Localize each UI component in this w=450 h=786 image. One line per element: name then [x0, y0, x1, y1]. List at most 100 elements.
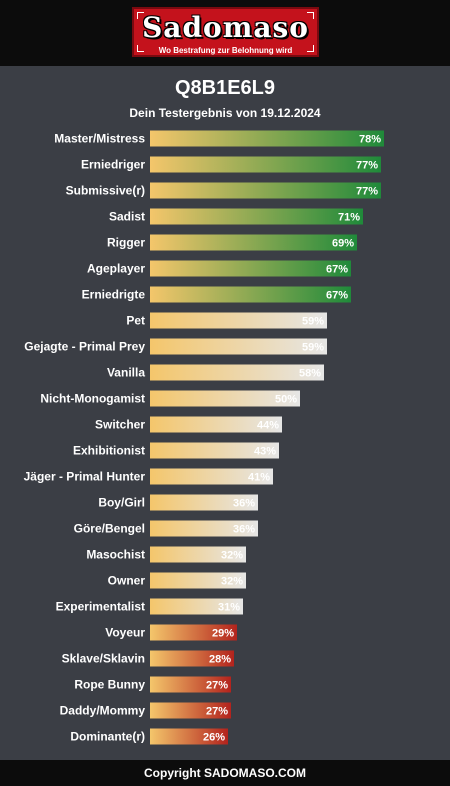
logo-corner-ornament	[307, 12, 314, 19]
value-label: 59%	[302, 316, 324, 328]
category-label: Daddy/Mommy	[60, 704, 146, 718]
chart-row: Submissive(r) 77%	[66, 182, 381, 199]
brand-logo[interactable]: Sadomaso Wo Bestrafung zur Belohnung wir…	[132, 7, 319, 57]
bar	[150, 364, 324, 381]
value-label: 78%	[359, 134, 381, 146]
value-label: 67%	[326, 290, 348, 302]
logo-corner-ornament	[307, 45, 314, 52]
bar	[150, 624, 237, 641]
chart-row: Exhibitionist 43%	[73, 442, 279, 459]
category-label: Ageplayer	[87, 262, 145, 276]
chart-row: Pet 59%	[126, 312, 327, 329]
chart-row: Gejagte - Primal Prey 59%	[24, 338, 327, 355]
chart-row: Vanilla 58%	[107, 364, 324, 381]
bar	[150, 728, 228, 745]
bar	[150, 208, 363, 225]
category-label: Vanilla	[107, 366, 145, 380]
bar	[150, 416, 282, 433]
bar	[150, 260, 351, 277]
category-label: Göre/Bengel	[74, 522, 145, 536]
bar	[150, 598, 243, 615]
bar	[150, 442, 279, 459]
chart-row: Rope Bunny 27%	[74, 676, 231, 693]
chart-row: Dominante(r) 26%	[70, 728, 228, 745]
bar	[150, 494, 258, 511]
chart-row: Erniedriger 77%	[81, 156, 381, 173]
value-label: 32%	[221, 550, 243, 562]
chart-row: Owner 32%	[108, 572, 246, 589]
logo-corner-ornament	[137, 45, 144, 52]
chart-row: Experimentalist 31%	[56, 598, 243, 615]
chart-row: Sklave/Sklavin 28%	[62, 650, 234, 667]
chart-row: Switcher 44%	[95, 416, 282, 433]
value-label: 67%	[326, 264, 348, 276]
bar	[150, 390, 300, 407]
category-label: Submissive(r)	[66, 184, 145, 198]
bar	[150, 156, 381, 173]
category-label: Masochist	[86, 548, 145, 562]
chart-row: Göre/Bengel 36%	[74, 520, 258, 537]
value-label: 44%	[257, 420, 279, 432]
bar	[150, 234, 357, 251]
value-label: 71%	[338, 212, 360, 224]
category-label: Sadist	[109, 210, 145, 224]
value-label: 32%	[221, 576, 243, 588]
header-bar: Sadomaso Wo Bestrafung zur Belohnung wir…	[0, 0, 450, 66]
category-label: Boy/Girl	[98, 496, 145, 510]
logo-tagline: Wo Bestrafung zur Belohnung wird	[158, 46, 293, 55]
value-label: 77%	[356, 160, 378, 172]
bar	[150, 520, 258, 537]
bar	[150, 338, 327, 355]
category-label: Rigger	[107, 236, 145, 250]
value-label: 58%	[299, 368, 321, 380]
logo-corner-ornament	[137, 12, 144, 19]
bar	[150, 702, 231, 719]
value-label: 69%	[332, 238, 354, 250]
value-label: 28%	[209, 654, 231, 666]
footer-copyright: Copyright SADOMASO.COM	[0, 760, 450, 786]
category-label: Sklave/Sklavin	[62, 652, 145, 666]
category-label: Jäger - Primal Hunter	[24, 470, 146, 484]
category-label: Gejagte - Primal Prey	[24, 340, 145, 354]
value-label: 27%	[206, 680, 228, 692]
bar	[150, 182, 381, 199]
value-label: 41%	[248, 472, 270, 484]
result-date-subtitle: Dein Testergebnis von 19.12.2024	[129, 106, 321, 120]
bar	[150, 546, 246, 563]
chart-row: Daddy/Mommy 27%	[60, 702, 231, 719]
category-label: Experimentalist	[56, 600, 145, 614]
value-label: 77%	[356, 186, 378, 198]
bar	[150, 468, 273, 485]
chart-row: Master/Mistress 78%	[54, 130, 384, 147]
category-label: Switcher	[95, 418, 145, 432]
bar	[150, 312, 327, 329]
chart-row: Jäger - Primal Hunter 41%	[24, 468, 273, 485]
value-label: 31%	[218, 602, 240, 614]
value-label: 43%	[254, 446, 276, 458]
chart-row: Masochist 32%	[86, 546, 246, 563]
category-label: Dominante(r)	[70, 730, 145, 744]
bar	[150, 676, 231, 693]
category-label: Nicht-Monogamist	[40, 392, 145, 406]
bar	[150, 572, 246, 589]
value-label: 59%	[302, 342, 324, 354]
category-label: Rope Bunny	[74, 678, 145, 692]
category-label: Voyeur	[105, 626, 145, 640]
chart-row: Nicht-Monogamist 50%	[40, 390, 300, 407]
category-label: Exhibitionist	[73, 444, 145, 458]
bar	[150, 650, 234, 667]
chart-row: Sadist 71%	[109, 208, 363, 225]
value-label: 50%	[275, 394, 297, 406]
chart-row: Erniedrigte 67%	[82, 286, 351, 303]
chart-row: Rigger 69%	[107, 234, 357, 251]
value-label: 29%	[212, 628, 234, 640]
value-label: 27%	[206, 706, 228, 718]
value-label: 26%	[203, 732, 225, 744]
result-bar-chart: Master/Mistress 78% Erniedriger 77% Submissi…	[24, 130, 384, 745]
bar	[150, 286, 351, 303]
category-label: Owner	[108, 574, 146, 588]
logo-wordmark: Sadomaso	[142, 11, 309, 44]
value-label: 36%	[233, 498, 255, 510]
chart-row: Boy/Girl 36%	[98, 494, 258, 511]
category-label: Master/Mistress	[54, 132, 145, 146]
